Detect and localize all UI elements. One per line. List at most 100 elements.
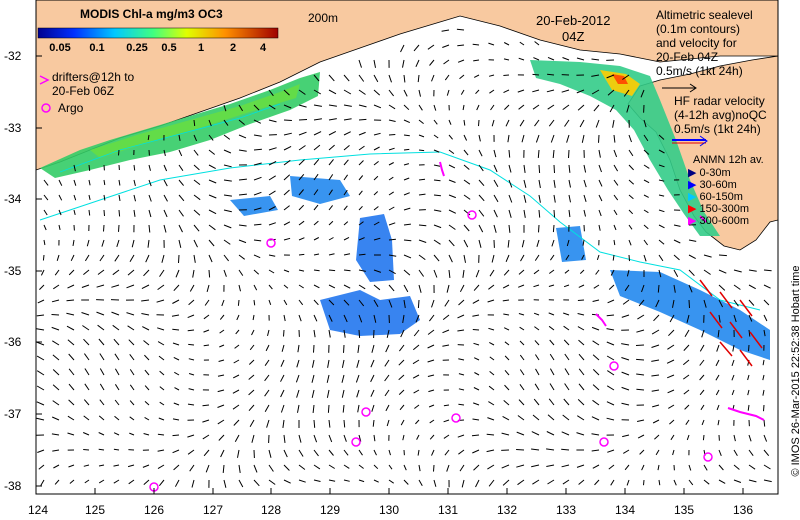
velocity-vector [564,383,570,391]
velocity-vector [563,325,570,331]
velocity-vector [621,402,630,406]
velocity-vector [461,479,465,488]
velocity-vector [607,370,615,376]
velocity-vector [549,339,555,346]
velocity-vector [218,359,225,362]
velocity-vector [358,269,366,272]
velocity-vector [388,284,395,292]
velocity-vector [129,432,135,436]
velocity-vector [232,389,240,394]
velocity-vector [103,179,106,186]
velocity-vector [568,179,571,188]
velocity-vector [313,419,316,428]
velocity-vector [473,387,480,391]
velocity-vector [579,269,585,274]
velocity-vector [156,299,165,303]
velocity-vector [253,162,262,166]
velocity-vector [53,284,60,290]
velocity-vector [413,329,420,337]
velocity-vector [508,149,511,158]
velocity-vector [298,119,308,121]
velocity-vector [444,299,450,307]
velocity-vector [268,269,275,274]
velocity-vector [444,449,450,456]
velocity-vector [267,329,270,337]
velocity-vector [388,104,396,110]
velocity-vector [607,89,615,96]
velocity-vector [491,119,495,127]
velocity-vector [157,284,165,291]
velocity-vector [576,432,585,436]
velocity-vector [463,179,471,185]
x-tick-label: 124 [27,503,49,517]
velocity-vector [219,344,225,348]
velocity-vector [193,224,200,232]
velocity-vector [502,479,510,486]
velocity-vector [343,344,345,353]
velocity-vector [283,299,288,306]
argo-float [266,238,276,248]
velocity-vector [208,134,214,141]
velocity-vector [373,175,379,181]
velocity-vector [268,284,273,290]
velocity-vector [718,284,726,291]
velocity-vector [264,374,270,382]
velocity-vector [643,224,649,230]
velocity-vector [343,221,349,226]
velocity-vector [699,344,705,352]
velocity-vector [313,189,319,196]
velocity-vector [129,384,135,391]
velocity-vector [517,479,525,486]
velocity-vector [546,448,555,451]
velocity-vector [458,388,465,391]
velocity-vector [641,284,645,293]
hf-radar-legend-label: HF radar velocity (4-12h avg)noQC 0.5m/s… [674,94,767,136]
velocity-vector [548,325,555,331]
velocity-vector [733,434,736,442]
velocity-vector [67,339,75,346]
velocity-vector [592,299,600,302]
velocity-vector [433,149,440,153]
velocity-vector [747,404,750,411]
velocity-vector [265,344,270,352]
hf-vector [739,349,753,367]
velocity-vector [36,385,45,391]
velocity-vector [174,387,180,391]
velocity-vector [578,339,585,346]
velocity-vector [478,194,485,202]
velocity-vector [548,398,555,406]
velocity-vector [187,434,195,438]
velocity-vector [448,269,451,278]
velocity-vector [519,369,525,376]
velocity-vector [505,119,510,127]
velocity-vector [699,374,705,381]
velocity-vector [373,237,381,241]
velocity-vector [607,449,615,453]
velocity-vector [373,161,379,166]
velocity-vector [433,209,442,212]
velocity-vector [598,209,602,217]
velocity-vector [718,314,721,323]
velocity-vector [591,326,600,331]
velocity-vector [433,254,440,262]
velocity-vector [581,254,585,260]
velocity-vector [234,344,240,349]
velocity-vector [51,299,60,303]
velocity-vector [253,176,262,181]
velocity-vector [577,299,585,301]
velocity-vector [388,449,391,456]
velocity-vector [357,344,360,353]
velocity-vector [373,314,377,323]
velocity-vector [518,284,525,288]
velocity-vector [576,464,585,468]
velocity-vector [732,344,735,352]
velocity-vector [157,327,165,331]
velocity-vector [36,417,45,421]
velocity-vector [668,404,675,409]
velocity-vector [88,209,91,216]
velocity-vector [113,448,120,451]
velocity-vector [188,343,195,346]
velocity-vector [668,329,675,337]
velocity-vector [718,464,724,471]
velocity-vector [762,359,765,366]
